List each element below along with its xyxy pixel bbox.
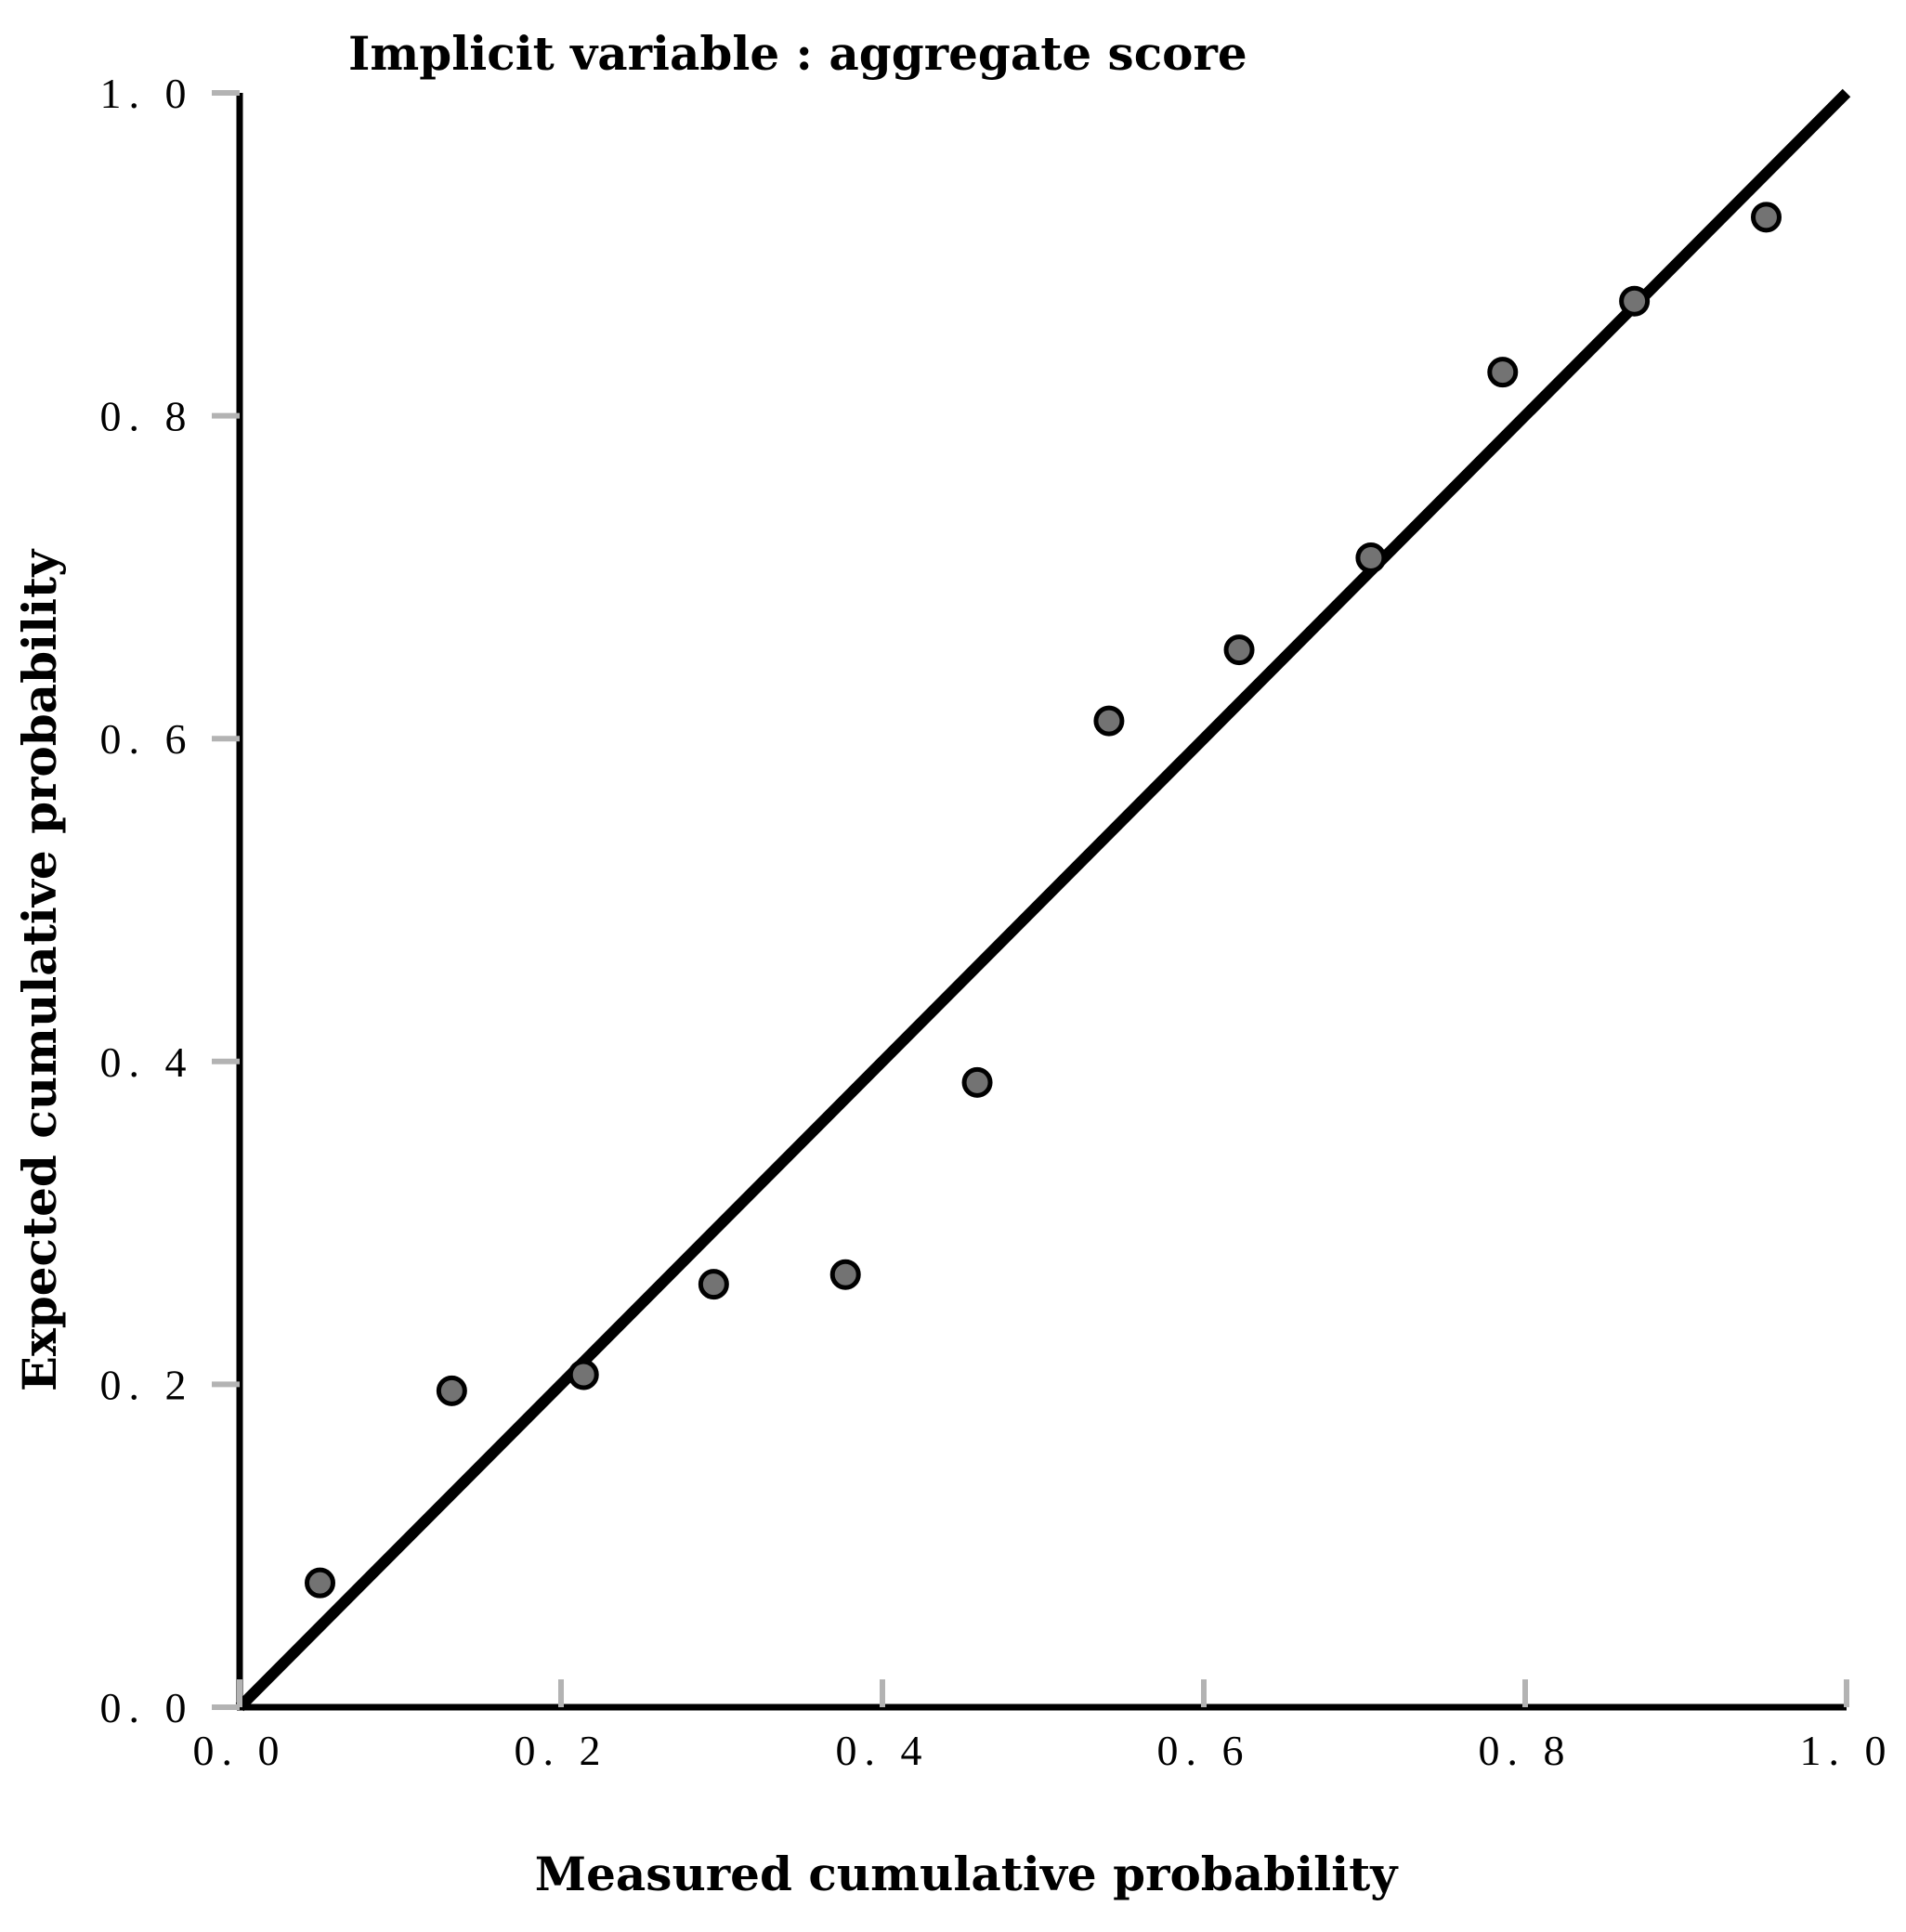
data-point xyxy=(568,1359,599,1390)
data-point xyxy=(829,1259,861,1290)
data-point xyxy=(1093,705,1125,737)
data-point xyxy=(1223,634,1255,666)
data-point xyxy=(698,1269,729,1300)
reference-line xyxy=(235,88,1851,1712)
data-point xyxy=(961,1066,993,1098)
y-tick-label: 1. 0 xyxy=(100,70,194,117)
ticks: 0. 0 0. 2 0. 4 0. 6 0. 8 1. 0 0. 0 0. 2 0. 4 0. 6… xyxy=(100,70,1894,1774)
x-tick-label: 0. 8 xyxy=(1479,1727,1573,1774)
x-tick-label: 0. 2 xyxy=(515,1727,608,1774)
axes xyxy=(236,93,1847,1711)
x-axis-label: Measured cumulative probability xyxy=(535,1847,1399,1901)
y-tick-label: 0. 4 xyxy=(100,1038,194,1086)
data-point xyxy=(1355,542,1387,574)
y-tick-label: 0. 8 xyxy=(100,393,194,440)
chart-title: Implicit variable : aggregate score xyxy=(348,26,1247,81)
data-point xyxy=(436,1375,467,1406)
x-tick-label: 0. 4 xyxy=(836,1727,930,1774)
x-tick-label: 0. 0 xyxy=(193,1727,287,1774)
data-point xyxy=(1487,357,1519,388)
x-tick-label: 0. 6 xyxy=(1157,1727,1251,1774)
data-point xyxy=(305,1567,335,1599)
data-points xyxy=(305,202,1782,1599)
x-tick-label: 1. 0 xyxy=(1800,1727,1894,1774)
reference-line-layer xyxy=(235,88,1851,1712)
y-tick-label: 0. 6 xyxy=(100,715,194,763)
data-point xyxy=(1751,202,1782,233)
y-axis-label: Expected cumulative probability xyxy=(12,548,67,1391)
y-tick-label: 0. 2 xyxy=(100,1361,194,1408)
y-tick-label: 0. 0 xyxy=(100,1684,194,1731)
data-point xyxy=(1619,285,1651,317)
